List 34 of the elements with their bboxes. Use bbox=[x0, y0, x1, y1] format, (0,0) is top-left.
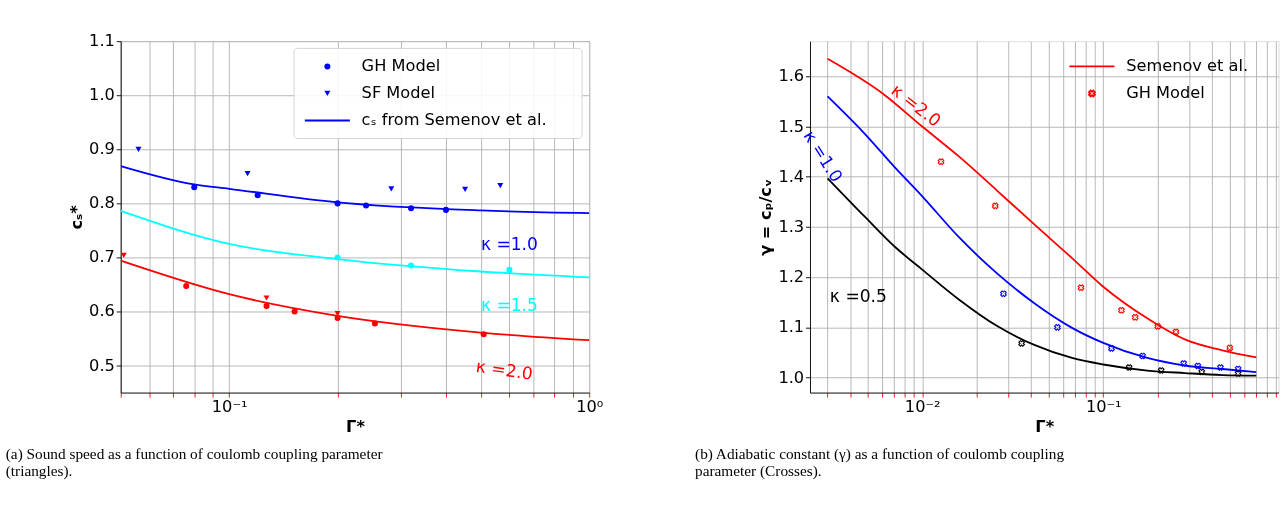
legend-label: GH Model bbox=[361, 55, 441, 75]
x-tick-label: 10⁻¹ bbox=[1085, 396, 1122, 416]
y-tick-label: 1.6 bbox=[778, 66, 805, 86]
legend-label: SF Model bbox=[361, 82, 436, 102]
y-tick-label: 0.8 bbox=[89, 193, 115, 213]
x-tick-label: 10⁻¹ bbox=[211, 396, 248, 416]
legend-label: GH Model bbox=[1126, 82, 1205, 102]
annotation: κ =1.0 bbox=[480, 234, 538, 255]
annotation: κ =2.0 bbox=[474, 356, 535, 384]
annotation: κ =0.5 bbox=[829, 285, 887, 306]
annotation: κ =2.0 bbox=[887, 79, 945, 131]
y-axis-title: cₛ* bbox=[66, 204, 86, 230]
y-tick-label: 0.9 bbox=[89, 139, 115, 159]
y-tick-label: 0.6 bbox=[89, 301, 115, 321]
text: (a) Sound speed as a function of coulomb coupling parameter (triangles). bbox=[5, 445, 383, 481]
x-tick-label: 10⁰ bbox=[576, 396, 604, 416]
y-tick-label: 0.5 bbox=[89, 355, 115, 375]
annotation: κ =1.5 bbox=[480, 295, 538, 316]
x-axis-title: Γ* bbox=[346, 416, 366, 436]
y-tick-label: 0.7 bbox=[89, 247, 115, 267]
legend-label: cₛ from Semenov et al. bbox=[361, 110, 547, 129]
y-tick-label: 1.3 bbox=[778, 216, 805, 236]
y-tick-label: 1.1 bbox=[778, 317, 805, 337]
text: (b) Adiabatic constant (γ) as a function of coulomb coupling parameter (Crosses). bbox=[695, 445, 1065, 481]
y-tick-label: 1.4 bbox=[778, 166, 805, 186]
y-tick-label: 1.2 bbox=[778, 267, 805, 287]
y-axis-title: γ = cₚ/cᵥ bbox=[756, 178, 776, 256]
y-tick-label: 1.0 bbox=[89, 85, 115, 105]
x-axis-title: Γ* bbox=[1035, 416, 1055, 436]
y-tick-label: 1.1 bbox=[89, 31, 115, 51]
y-tick-label: 1.5 bbox=[778, 116, 805, 136]
legend-label: Semenov et al. bbox=[1126, 55, 1249, 75]
x-tick-label: 10⁻² bbox=[904, 396, 941, 416]
y-tick-label: 1.0 bbox=[778, 367, 805, 387]
